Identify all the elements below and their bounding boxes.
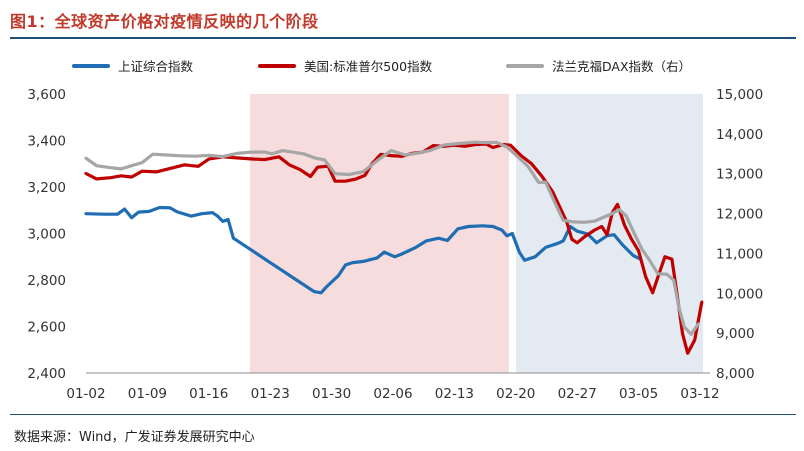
footer-divider xyxy=(10,414,796,415)
x-tick-label: 01-02 xyxy=(66,386,105,402)
x-tick-label: 02-20 xyxy=(496,386,535,402)
source-note: 数据来源：Wind，广发证券发展研究中心 xyxy=(14,430,255,445)
legend-item-dax: 法兰克福DAX指数（右） xyxy=(506,56,691,75)
x-tick-label: 01-23 xyxy=(251,386,290,402)
y-right-tick-label: 10,000 xyxy=(716,286,763,302)
shaded-period-2 xyxy=(516,94,703,373)
y-right-tick-label: 15,000 xyxy=(716,87,763,103)
y-right-tick-label: 9,000 xyxy=(716,326,755,342)
legend-swatch-sp500 xyxy=(258,63,296,68)
legend-item-shanghai: 上证综合指数 xyxy=(72,56,193,75)
x-tick-label: 02-27 xyxy=(558,386,597,402)
x-tick-label: 01-30 xyxy=(312,386,351,402)
page-title: 图1：全球资产价格对疫情反映的几个阶段 xyxy=(10,12,319,31)
y-right-tick-label: 11,000 xyxy=(716,246,763,262)
legend-item-sp500: 美国:标准普尔500指数 xyxy=(258,56,432,75)
legend-swatch-shanghai xyxy=(72,63,110,68)
y-right-tick-label: 8,000 xyxy=(716,366,755,382)
y-left-tick-label: 3,000 xyxy=(27,227,66,243)
y-right-tick-label: 12,000 xyxy=(716,207,763,223)
x-tick-label: 01-09 xyxy=(128,386,167,402)
legend-label-dax: 法兰克福DAX指数（右） xyxy=(552,59,692,74)
y-left-tick-label: 3,200 xyxy=(27,180,66,196)
shaded-period-1 xyxy=(250,94,509,373)
x-tick-label: 02-13 xyxy=(435,386,474,402)
legend-label-shanghai: 上证综合指数 xyxy=(118,59,194,74)
y-left-tick-label: 3,600 xyxy=(27,87,66,103)
chart-legend: 上证综合指数 美国:标准普尔500指数 法兰克福DAX指数（右） xyxy=(0,56,804,78)
x-tick-label: 03-05 xyxy=(619,386,658,402)
title-divider xyxy=(10,37,796,39)
x-tick-label: 02-06 xyxy=(373,386,412,402)
series-line-1 xyxy=(84,205,642,295)
x-tick-label: 01-16 xyxy=(189,386,228,402)
x-tick-label: 03-12 xyxy=(680,386,719,402)
y-left-tick-label: 3,400 xyxy=(27,134,66,150)
y-left-tick-label: 2,800 xyxy=(27,273,66,289)
y-right-tick-label: 14,000 xyxy=(716,127,763,143)
y-left-tick-label: 2,600 xyxy=(27,320,66,336)
y-right-tick-label: 13,000 xyxy=(716,167,763,183)
legend-label-sp500: 美国:标准普尔500指数 xyxy=(304,59,433,74)
series-line-3 xyxy=(84,140,700,336)
legend-swatch-dax xyxy=(506,63,544,68)
y-left-tick-label: 2,400 xyxy=(27,366,66,382)
